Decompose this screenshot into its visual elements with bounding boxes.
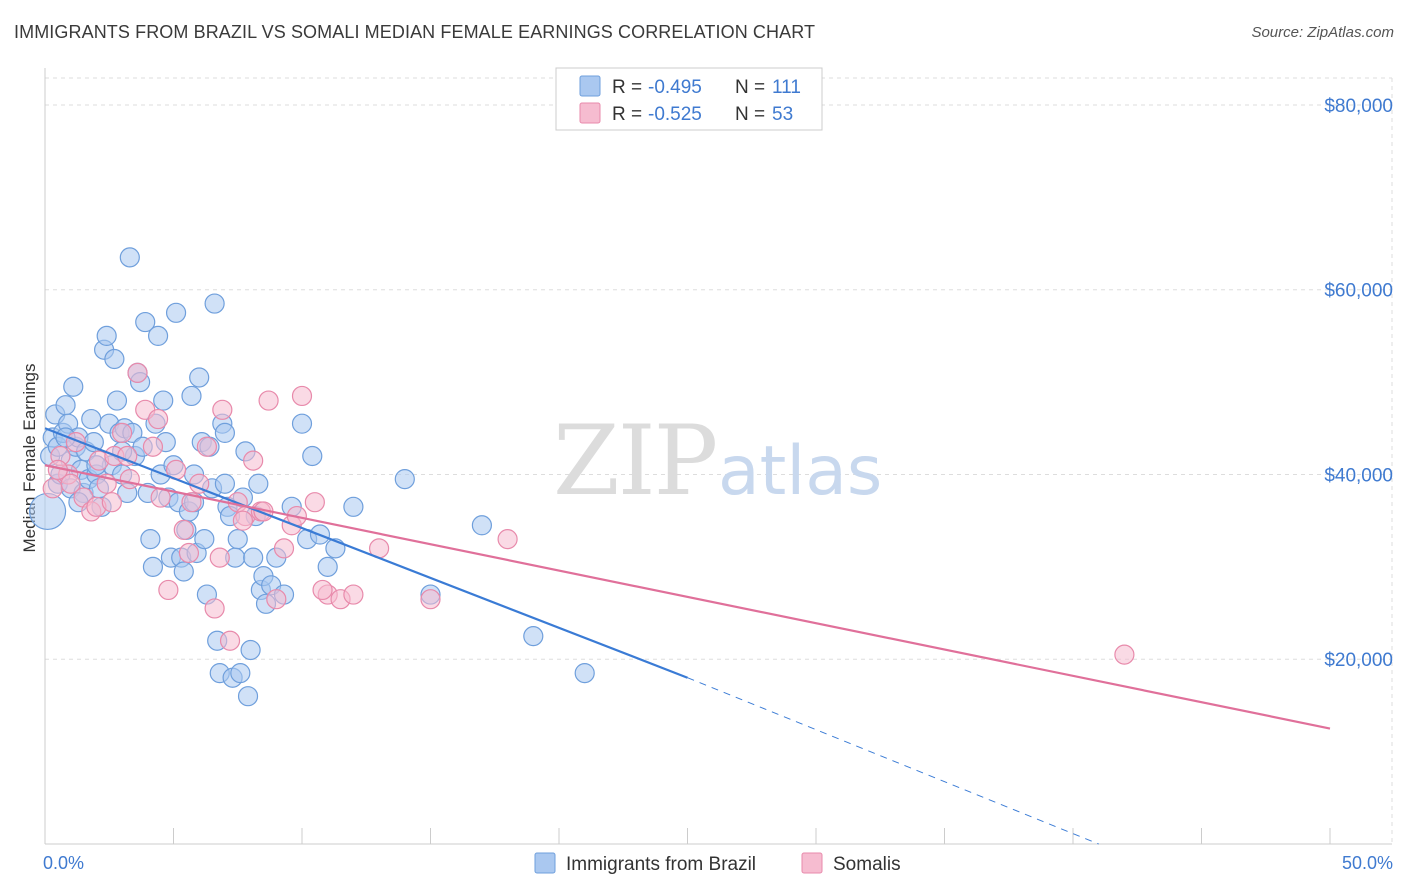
x-tick-label-max: 50.0% [1342, 853, 1393, 873]
trend-line-brazil-extension [687, 677, 1099, 845]
brazil-point [81, 408, 102, 430]
brazil-point [523, 626, 544, 647]
brazil-point [302, 445, 323, 467]
brazil-point [189, 367, 210, 388]
x-tick-label-min: 0.0% [43, 853, 84, 873]
brazil-point [106, 390, 128, 411]
somali-point [258, 390, 279, 411]
brazil-point [204, 293, 225, 314]
brazil-point [181, 385, 202, 407]
somali-point [232, 510, 253, 531]
y-tick-label: $20,000 [1324, 650, 1393, 671]
brazil-point [153, 390, 174, 411]
brazil-point [291, 413, 313, 434]
legend-r-value-brazil: -0.495 [648, 77, 702, 98]
somali-point [111, 422, 133, 444]
somali-point [291, 385, 313, 407]
brazil-point [55, 395, 76, 416]
legend-n-value-brazil: 111 [772, 77, 801, 98]
brazil-point [471, 515, 492, 536]
legend-swatch-brazil [579, 75, 601, 97]
trend-lines [44, 427, 1331, 845]
somali-point [219, 630, 241, 651]
somali-point [142, 436, 164, 457]
legend: R = -0.495 N = 111 R = -0.525 N = 53 [555, 67, 823, 131]
brazil-point [119, 247, 140, 268]
bottom-legend-label-somali: Somalis [833, 854, 901, 875]
series-brazil-points [28, 247, 595, 707]
somali-point [127, 362, 148, 383]
brazil-point [96, 325, 117, 347]
watermark: ZIP atlas [553, 405, 882, 517]
somali-point [266, 589, 287, 610]
somali-point [273, 538, 295, 559]
somali-point [343, 584, 364, 605]
somali-point [119, 468, 140, 490]
bottom-legend-swatch-somali [801, 852, 823, 874]
x-tick-labels: 0.0% 50.0% [43, 853, 1393, 873]
somali-point [181, 492, 202, 513]
somali-point [60, 473, 81, 494]
somali-point [158, 579, 179, 601]
bottom-legend: Immigrants from Brazil Somalis [534, 852, 901, 875]
legend-n-label-somali: N = [735, 104, 765, 125]
somali-point [497, 529, 518, 550]
somali-point [304, 492, 325, 513]
brazil-point [227, 529, 248, 550]
brazil-point [317, 556, 338, 577]
brazil-point [574, 662, 595, 684]
watermark-atlas: atlas [718, 432, 882, 511]
brazil-point [214, 422, 235, 444]
somali-point [420, 589, 441, 610]
brazil-point [343, 496, 364, 517]
y-tick-label: $80,000 [1324, 96, 1393, 117]
y-tick-label: $40,000 [1324, 465, 1393, 486]
somali-point [42, 478, 63, 499]
somali-point [196, 436, 218, 457]
source-label: Source: ZipAtlas.com [1251, 24, 1394, 41]
legend-swatch-somali [579, 102, 601, 124]
trend-line-somali [44, 464, 1331, 730]
somali-point [1114, 644, 1135, 665]
somali-point [147, 408, 169, 430]
brazil-point [173, 561, 194, 582]
somali-point [173, 519, 194, 541]
somali-point [178, 542, 200, 564]
legend-r-label-brazil: R = [612, 77, 642, 98]
somali-point [312, 579, 333, 601]
brazil-point [147, 325, 169, 347]
somali-point [204, 598, 225, 619]
brazil-point [104, 348, 125, 370]
somali-point [101, 492, 122, 513]
brazil-point [63, 376, 84, 397]
legend-r-label-somali: R = [612, 104, 642, 125]
brazil-point [214, 473, 235, 494]
trend-line-brazil [44, 427, 688, 679]
bottom-legend-swatch-brazil [534, 852, 556, 874]
brazil-point [394, 468, 415, 490]
brazil-point [248, 473, 269, 494]
chart-title: IMMIGRANTS FROM BRAZIL VS SOMALI MEDIAN … [14, 22, 816, 42]
bottom-legend-label-brazil: Immigrants from Brazil [566, 854, 756, 875]
brazil-point [230, 662, 251, 684]
brazil-point [135, 311, 156, 333]
watermark-zip: ZIP [553, 405, 716, 517]
somali-point [209, 547, 230, 568]
brazil-point [243, 547, 264, 568]
legend-r-value-somali: -0.525 [648, 104, 702, 125]
brazil-point [140, 529, 161, 550]
brazil-point [194, 529, 215, 550]
brazil-point [165, 302, 187, 323]
legend-n-value-somali: 53 [772, 104, 793, 125]
legend-n-label-brazil: N = [735, 77, 765, 98]
brazil-point [240, 639, 261, 661]
somali-point [212, 399, 233, 420]
brazil-point [142, 556, 164, 577]
somali-point [243, 450, 264, 471]
brazil-point [237, 686, 259, 707]
y-tick-label: $60,000 [1324, 281, 1393, 302]
brazil-point [28, 492, 67, 531]
y-tick-labels: $20,000 $40,000 $60,000 $80,000 [1324, 96, 1393, 671]
